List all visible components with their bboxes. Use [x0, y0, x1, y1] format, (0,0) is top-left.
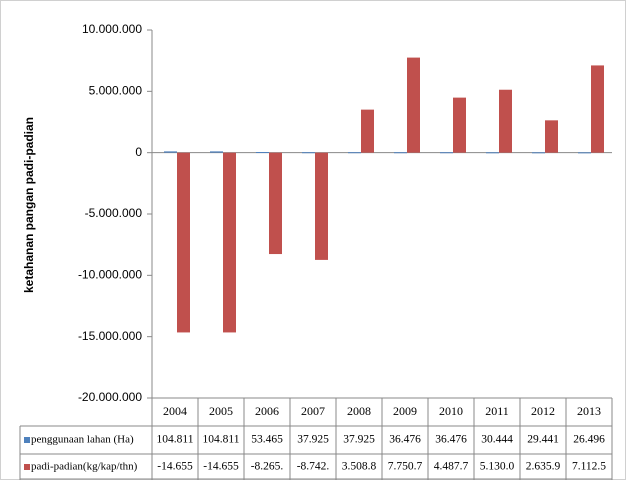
y-tick-label: 10.000.000	[82, 22, 142, 36]
x-tick-label: 2007	[301, 404, 325, 418]
bar	[223, 152, 236, 333]
bar	[407, 57, 420, 153]
y-tick-label: -20.000.000	[78, 390, 142, 404]
y-tick-label: -15.000.000	[78, 329, 142, 343]
legend-label: penggunaan lahan (Ha)	[31, 434, 134, 446]
bar	[532, 152, 545, 154]
table-value: -14.655	[157, 461, 193, 473]
table-value: 26.496	[573, 434, 605, 446]
bar	[545, 120, 558, 153]
bar	[256, 152, 269, 154]
bar	[578, 152, 591, 154]
x-tick-label: 2004	[163, 404, 187, 418]
x-tick-label: 2005	[209, 404, 233, 418]
bar	[440, 152, 453, 154]
table-value: 4.487.7	[434, 461, 469, 473]
bar	[499, 89, 512, 153]
legend-label: padi-padian(kg/kap/thn)	[31, 461, 138, 473]
table-value: -8.742.	[297, 461, 330, 473]
y-tick-label: -10.000.000	[78, 268, 142, 282]
bar	[486, 152, 499, 154]
x-tick-label: 2008	[347, 404, 371, 418]
table-value: 37.925	[297, 434, 329, 446]
table-value: 104.811	[203, 434, 240, 446]
x-tick-label: 2006	[255, 404, 279, 418]
table-value: 7.112.5	[572, 461, 606, 473]
bar	[210, 151, 223, 153]
table-value: 53.465	[251, 434, 283, 446]
y-tick-label: 5.000.000	[89, 84, 143, 98]
bar	[302, 152, 315, 154]
table-value: 7.750.7	[388, 461, 423, 473]
bar	[315, 152, 328, 260]
legend-key	[24, 464, 30, 470]
bar	[453, 97, 466, 153]
table-value: 36.476	[435, 434, 467, 446]
table-value: 2.635.9	[526, 461, 561, 473]
table-value: 30.444	[481, 434, 513, 446]
y-tick-label: -5.000.000	[85, 206, 143, 220]
table-value: 3.508.8	[342, 461, 377, 473]
table-value: 5.130.0	[480, 461, 515, 473]
x-tick-label: 2012	[531, 404, 555, 418]
table-value: 104.811	[157, 434, 194, 446]
table-value: -8.265.	[251, 461, 284, 473]
bar	[177, 152, 190, 333]
bar	[164, 151, 177, 153]
x-tick-label: 2009	[393, 404, 417, 418]
table-value: 29.441	[527, 434, 559, 446]
y-tick-label: 0	[135, 145, 142, 159]
table-value: -14.655	[203, 461, 239, 473]
bar	[591, 65, 604, 153]
x-tick-label: 2013	[577, 404, 601, 418]
bar	[394, 152, 407, 154]
table-value: 36.476	[389, 434, 421, 446]
bar	[348, 152, 361, 154]
x-tick-label: 2010	[439, 404, 463, 418]
legend-key	[24, 437, 30, 443]
x-tick-label: 2011	[485, 404, 509, 418]
table-value: 37.925	[343, 434, 375, 446]
y-axis-title: ketahanan pangan padi-padian	[22, 117, 36, 293]
bar	[361, 109, 374, 153]
bar	[269, 152, 282, 255]
